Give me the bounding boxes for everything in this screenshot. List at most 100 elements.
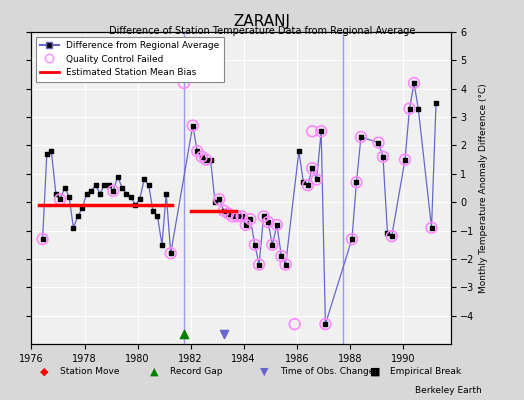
Y-axis label: Monthly Temperature Anomaly Difference (°C): Monthly Temperature Anomaly Difference (…	[479, 83, 488, 293]
Point	[202, 156, 210, 163]
Point	[74, 213, 82, 220]
Point	[47, 148, 56, 154]
Point	[414, 105, 422, 112]
Point	[406, 105, 414, 112]
Point	[206, 156, 215, 163]
Point	[162, 190, 170, 197]
Point	[228, 213, 237, 220]
Point	[42, 151, 51, 157]
Point	[211, 199, 219, 205]
Text: Empirical Break: Empirical Break	[390, 368, 461, 376]
Point	[189, 122, 197, 129]
Point	[242, 222, 250, 228]
Point	[388, 233, 396, 240]
Point	[299, 179, 308, 186]
Point	[158, 242, 166, 248]
Point	[60, 185, 69, 191]
Point	[348, 236, 356, 242]
Text: ■: ■	[370, 367, 381, 377]
Point	[321, 321, 330, 327]
Point	[220, 331, 228, 337]
Point	[312, 176, 321, 183]
Point	[304, 182, 312, 188]
Point	[312, 176, 321, 183]
Text: Station Move: Station Move	[60, 368, 119, 376]
Point	[290, 321, 299, 327]
Point	[250, 242, 259, 248]
Point	[304, 182, 312, 188]
Point	[202, 156, 210, 163]
Point	[92, 182, 100, 188]
Point	[357, 134, 365, 140]
Point	[374, 140, 383, 146]
Point	[410, 80, 418, 86]
Point	[308, 165, 316, 171]
Point	[65, 193, 73, 200]
Point	[52, 190, 60, 197]
Point	[277, 253, 286, 259]
Text: ▼: ▼	[260, 367, 269, 377]
Point	[109, 188, 117, 194]
Point	[379, 154, 387, 160]
Point	[317, 128, 325, 134]
Point	[281, 261, 290, 268]
Point	[264, 219, 272, 225]
Point	[410, 80, 418, 86]
Point	[38, 57, 47, 64]
Text: Time of Obs. Change: Time of Obs. Change	[280, 368, 375, 376]
Point	[56, 196, 64, 202]
Point	[38, 236, 47, 242]
Point	[317, 128, 325, 134]
Point	[268, 242, 277, 248]
Point	[281, 261, 290, 268]
Point	[383, 230, 391, 236]
Point	[167, 250, 175, 256]
Point	[388, 233, 396, 240]
Point	[220, 208, 228, 214]
Point	[428, 224, 436, 231]
Point	[105, 182, 113, 188]
Point	[180, 331, 188, 337]
Point	[255, 261, 263, 268]
Text: ZARANJ: ZARANJ	[234, 14, 290, 29]
Point	[246, 216, 255, 222]
Point	[428, 224, 436, 231]
Point	[127, 193, 135, 200]
Text: Record Gap: Record Gap	[170, 368, 223, 376]
Point	[308, 128, 316, 134]
Point	[294, 148, 303, 154]
Point	[215, 196, 223, 202]
Point	[109, 188, 117, 194]
Point	[272, 222, 281, 228]
Point	[56, 196, 64, 202]
Point	[264, 219, 272, 225]
Point	[237, 213, 246, 220]
Point	[228, 213, 237, 220]
Text: Difference of Station Temperature Data from Regional Average: Difference of Station Temperature Data f…	[109, 26, 415, 36]
Point	[136, 196, 144, 202]
Point	[145, 182, 153, 188]
Point	[198, 154, 206, 160]
Point	[268, 242, 277, 248]
Point	[38, 236, 47, 242]
Point	[78, 205, 86, 211]
Point	[246, 216, 255, 222]
Point	[348, 236, 356, 242]
Point	[272, 222, 281, 228]
Point	[237, 213, 246, 220]
Point	[406, 105, 414, 112]
Point	[131, 202, 139, 208]
Point	[242, 222, 250, 228]
Point	[69, 224, 78, 231]
Point	[352, 179, 361, 186]
Point	[224, 210, 233, 217]
Text: Berkeley Earth: Berkeley Earth	[416, 386, 482, 395]
Point	[259, 213, 268, 220]
Point	[118, 185, 126, 191]
Point	[140, 176, 148, 183]
Point	[180, 80, 188, 86]
Point	[233, 213, 241, 220]
Point	[321, 321, 330, 327]
Point	[198, 154, 206, 160]
Point	[82, 190, 91, 197]
